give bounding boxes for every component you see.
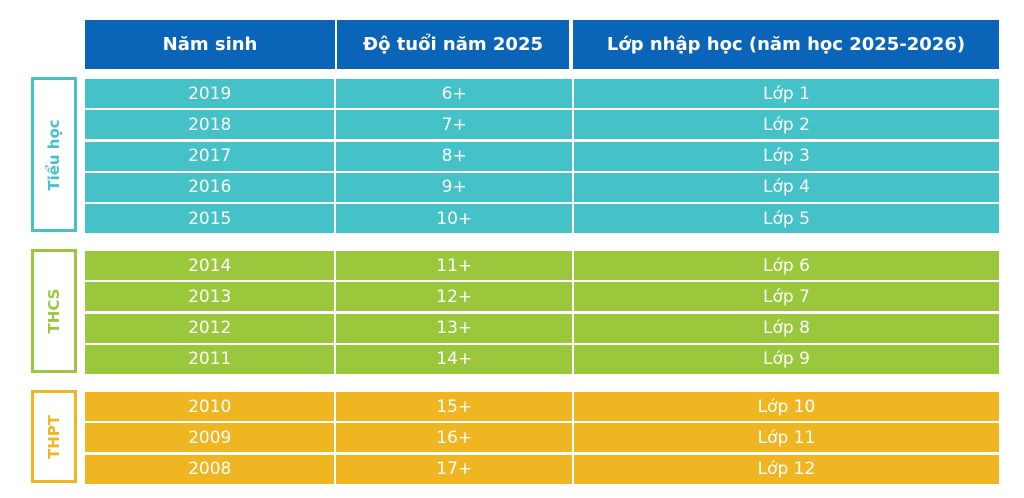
table-row: 2009 16+ Lớp 11 [85, 423, 999, 453]
table-row: 2011 14+ Lớp 9 [85, 344, 999, 374]
cell-birth-year: 2018 [188, 114, 232, 135]
cell-age: 6+ [334, 79, 571, 108]
cell-birth-year: 2012 [188, 318, 232, 339]
cell-birth-year: 2016 [188, 177, 232, 198]
cell-birth-year: 2017 [188, 146, 232, 167]
cell-birth-year: 2015 [188, 208, 232, 229]
table-row: 2014 11+ Lớp 6 [85, 251, 999, 280]
group-label-thpt: THPT [31, 390, 77, 483]
cell-grade: Lớp 7 [571, 282, 999, 312]
group-label-text: Tiểu học [45, 118, 63, 191]
table-row: 2013 12+ Lớp 7 [85, 282, 999, 312]
group-label-tieu-hoc: Tiểu học [31, 77, 77, 232]
header-cell-birth-year: Năm sinh [85, 20, 335, 69]
cell-age: 11+ [334, 251, 571, 280]
cell-grade: Lớp 4 [571, 172, 999, 202]
table-row: 2017 8+ Lớp 3 [85, 141, 999, 171]
cell-grade: Lớp 12 [571, 454, 999, 484]
cell-age: 16+ [334, 423, 571, 453]
cell-birth-year: 2010 [188, 396, 232, 417]
group-label-text: THCS [45, 288, 63, 334]
cell-age: 17+ [334, 454, 571, 484]
cell-grade: Lớp 2 [571, 110, 999, 140]
cell-birth-year: 2009 [188, 427, 232, 448]
cell-age: 10+ [334, 204, 571, 234]
cell-age: 7+ [334, 110, 571, 140]
cell-grade: Lớp 3 [571, 141, 999, 171]
cell-age: 12+ [334, 282, 571, 312]
table-row: 2018 7+ Lớp 2 [85, 110, 999, 140]
cell-grade: Lớp 9 [571, 344, 999, 374]
table-row: 2012 13+ Lớp 8 [85, 313, 999, 343]
cell-grade: Lớp 5 [571, 204, 999, 234]
cell-grade: Lớp 11 [571, 423, 999, 453]
table-row: 2019 6+ Lớp 1 [85, 79, 999, 108]
table-row: 2016 9+ Lớp 4 [85, 172, 999, 202]
header-cell-grade: Lớp nhập học (năm học 2025-2026) [573, 20, 999, 69]
header-cell-age: Độ tuổi năm 2025 [337, 20, 569, 69]
cell-age: 13+ [334, 313, 571, 343]
cell-birth-year: 2019 [188, 83, 232, 104]
cell-grade: Lớp 8 [571, 313, 999, 343]
cell-grade: Lớp 1 [571, 79, 999, 108]
cell-age: 14+ [334, 344, 571, 374]
cell-birth-year: 2011 [188, 349, 232, 370]
table-row: 2015 10+ Lớp 5 [85, 204, 999, 234]
cell-age: 8+ [334, 141, 571, 171]
cell-age: 15+ [334, 392, 571, 421]
cell-grade: Lớp 10 [571, 392, 999, 421]
group-label-thcs: THCS [31, 249, 77, 373]
group-label-text: THPT [45, 414, 63, 459]
table-row: 2010 15+ Lớp 10 [85, 392, 999, 421]
table-row: 2008 17+ Lớp 12 [85, 454, 999, 484]
cell-birth-year: 2014 [188, 255, 232, 276]
cell-birth-year: 2008 [188, 459, 232, 480]
cell-grade: Lớp 6 [571, 251, 999, 280]
cell-age: 9+ [334, 172, 571, 202]
cell-birth-year: 2013 [188, 286, 232, 307]
